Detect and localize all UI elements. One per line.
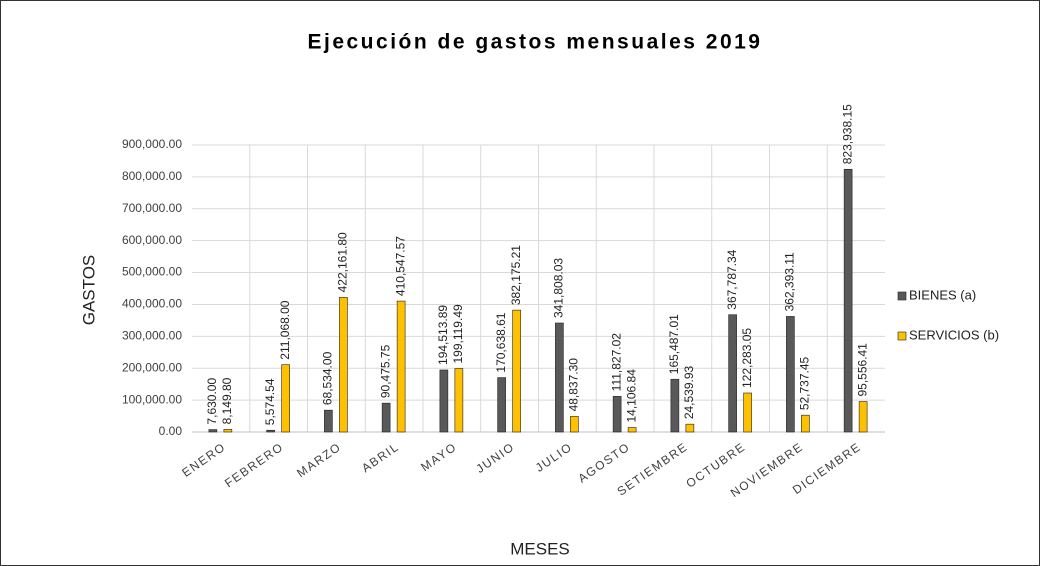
value-label: 68,534.00 bbox=[321, 351, 335, 405]
bar bbox=[439, 369, 449, 433]
bar bbox=[223, 429, 233, 433]
bar bbox=[743, 392, 752, 433]
bar bbox=[555, 322, 564, 433]
bar bbox=[843, 168, 853, 433]
bar bbox=[685, 423, 695, 433]
value-label: 410,547.57 bbox=[393, 236, 407, 296]
value-label: 8,149.80 bbox=[220, 377, 234, 424]
bar bbox=[670, 378, 680, 433]
value-label: 199,119.49 bbox=[451, 304, 465, 363]
bar bbox=[728, 314, 737, 433]
legend-swatch bbox=[897, 331, 907, 341]
x-axis-title: MESES bbox=[510, 539, 570, 558]
value-label: 165,487.01 bbox=[667, 314, 681, 374]
value-label: 382,175.21 bbox=[509, 245, 523, 305]
bar bbox=[454, 368, 464, 433]
value-label: 422,161.80 bbox=[336, 232, 350, 292]
value-label: 14,106.84 bbox=[624, 369, 638, 423]
value-label: 95,556.41 bbox=[855, 343, 869, 397]
y-axis-title: GASTOS bbox=[79, 255, 98, 326]
value-label: 211,068.00 bbox=[278, 300, 292, 359]
y-tick-label: 0.00 bbox=[159, 424, 183, 438]
y-tick-label: 100,000.00 bbox=[122, 392, 182, 406]
value-label: 90,475.75 bbox=[378, 344, 392, 398]
y-tick-label: 300,000.00 bbox=[122, 329, 182, 343]
value-label: 362,393.11 bbox=[783, 252, 797, 311]
y-tick-label: 500,000.00 bbox=[122, 265, 182, 279]
bar bbox=[801, 414, 810, 433]
value-label: 170,638.61 bbox=[494, 312, 508, 372]
value-label: 367,787.34 bbox=[725, 249, 739, 309]
value-label: 24,539.93 bbox=[682, 365, 696, 419]
bar bbox=[208, 429, 218, 433]
bar bbox=[497, 377, 506, 433]
bar bbox=[381, 402, 391, 433]
y-tick-label: 400,000.00 bbox=[122, 297, 182, 311]
value-label: 122,283.05 bbox=[740, 328, 754, 388]
bar bbox=[339, 297, 348, 433]
value-label: 52,737.45 bbox=[798, 356, 812, 410]
bar bbox=[324, 409, 333, 433]
bar bbox=[858, 401, 868, 433]
bar bbox=[266, 429, 275, 433]
value-label: 111,827.02 bbox=[609, 333, 623, 392]
y-tick-label: 900,000.00 bbox=[122, 137, 182, 151]
y-tick-label: 800,000.00 bbox=[122, 169, 182, 183]
y-tick-label: 600,000.00 bbox=[122, 233, 182, 247]
bar bbox=[512, 309, 521, 433]
bar bbox=[396, 300, 406, 433]
bar bbox=[570, 416, 579, 433]
legend-label: BIENES (a) bbox=[909, 287, 976, 302]
value-label: 341,808.03 bbox=[552, 258, 566, 318]
value-label: 194,513.89 bbox=[436, 305, 450, 365]
value-label: 5,574.54 bbox=[263, 378, 277, 425]
bar bbox=[627, 427, 637, 433]
value-label: 7,630.00 bbox=[205, 378, 219, 425]
value-label: 48,837.30 bbox=[567, 358, 581, 412]
chart-title: Ejecución de gastos mensuales 2019 bbox=[307, 31, 762, 54]
value-label: 823,938.15 bbox=[840, 104, 854, 164]
legend-swatch bbox=[897, 291, 907, 301]
legend-label: SERVICIOS (b) bbox=[909, 327, 999, 342]
bar bbox=[786, 316, 795, 433]
bar bbox=[281, 364, 290, 433]
bar bbox=[612, 396, 622, 433]
y-tick-label: 200,000.00 bbox=[122, 360, 182, 374]
y-tick-label: 700,000.00 bbox=[122, 201, 182, 215]
